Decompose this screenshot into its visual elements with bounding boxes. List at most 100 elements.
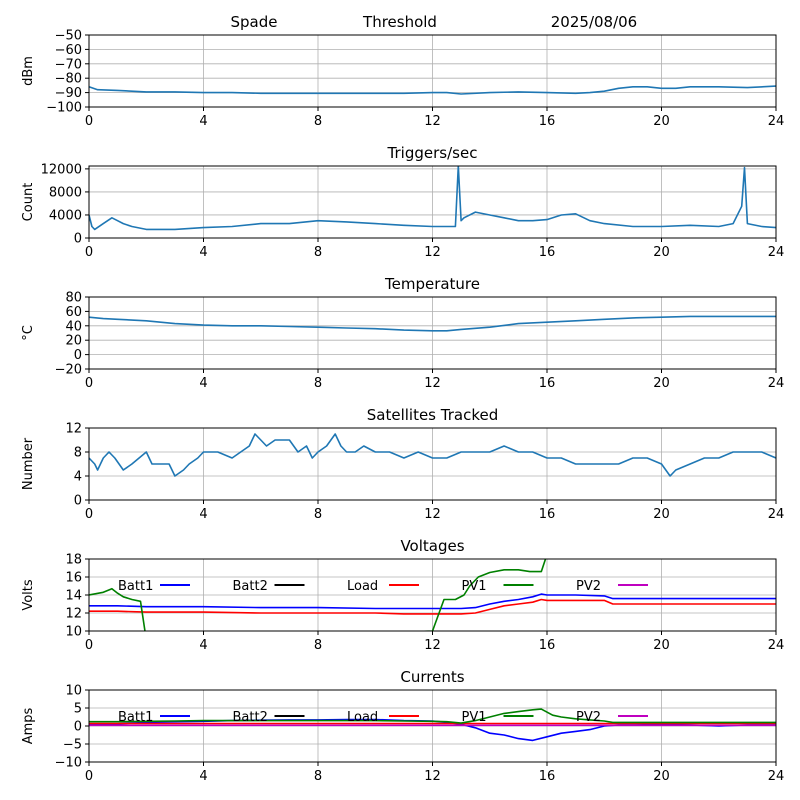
x-tick-label: 4 (199, 507, 207, 522)
y-tick-label: 8000 (49, 185, 82, 200)
x-tick-label: 0 (85, 507, 93, 522)
x-tick-label: 4 (199, 114, 207, 129)
chart-title: Voltages (400, 537, 464, 555)
y-axis-label: Amps (21, 707, 36, 744)
x-tick-label: 20 (653, 376, 670, 391)
x-tick-label: 12 (424, 114, 441, 129)
x-tick-label: 24 (768, 507, 785, 522)
x-tick-label: 16 (539, 769, 556, 784)
x-tick-label: 4 (199, 638, 207, 653)
y-tick-label: −80 (55, 72, 82, 87)
y-tick-label: 18 (65, 553, 82, 568)
legend-label-batt1: Batt1 (118, 710, 153, 725)
series-line-main (89, 433, 776, 477)
x-tick-label: 16 (539, 638, 556, 653)
x-tick-label: 0 (85, 769, 93, 784)
y-tick-label: −20 (55, 363, 82, 378)
y-tick-label: 4000 (49, 208, 82, 223)
series-line-pv1 (89, 708, 776, 724)
x-tick-label: 16 (539, 507, 556, 522)
y-tick-label: 0 (74, 348, 82, 363)
x-tick-label: 24 (768, 245, 785, 260)
y-tick-label: 10 (65, 625, 82, 640)
x-tick-label: 8 (314, 507, 322, 522)
y-tick-label: 0 (74, 720, 82, 735)
y-tick-label: 10 (65, 684, 82, 699)
y-tick-label: 16 (65, 571, 82, 586)
y-tick-label: −100 (46, 101, 82, 116)
y-tick-label: −50 (55, 29, 82, 44)
x-tick-label: 12 (424, 245, 441, 260)
x-tick-label: 20 (653, 245, 670, 260)
y-tick-label: 12 (65, 607, 82, 622)
panel-4: 0 4 8 12 16 20 24 0 4 8 12 Satellites Tracked Number (21, 406, 784, 522)
panel-5: 0 4 8 12 16 20 24 10 12 14 16 18 Voltages Volts Batt1 B… (21, 537, 784, 653)
x-tick-label: 0 (85, 638, 93, 653)
x-tick-label: 16 (539, 114, 556, 129)
x-tick-label: 12 (424, 769, 441, 784)
y-tick-label: −10 (55, 756, 82, 771)
x-tick-label: 4 (199, 376, 207, 391)
y-tick-label: 80 (65, 291, 82, 306)
x-tick-label: 24 (768, 769, 785, 784)
legend-label-pv2: PV2 (576, 710, 601, 725)
panel-6: 0 4 8 12 16 20 24 −10 −5 0 5 10 Currents Amps Batt1 Bat… (21, 668, 784, 784)
y-tick-label: 12000 (41, 162, 82, 177)
legend-label-load: Load (347, 710, 378, 725)
legend-label-batt2: Batt2 (233, 710, 268, 725)
plot-area (89, 433, 776, 477)
x-tick-label: 8 (314, 769, 322, 784)
y-tick-label: 8 (74, 446, 82, 461)
y-tick-label: 0 (74, 232, 82, 247)
x-tick-label: 12 (424, 376, 441, 391)
x-tick-label: 8 (314, 638, 322, 653)
y-axis-label: Number (21, 437, 36, 490)
header-mode: Threshold (362, 13, 437, 31)
x-tick-label: 20 (653, 769, 670, 784)
panel-1: 0 4 8 12 16 20 24 −100−90−80−70−60−50 dBm (21, 29, 784, 130)
series-line-batt1 (89, 593, 776, 610)
series-line-pv1 (89, 559, 547, 631)
x-tick-label: 12 (424, 638, 441, 653)
y-tick-label: 4 (74, 470, 82, 485)
x-tick-label: 24 (768, 376, 785, 391)
y-tick-label: 20 (65, 334, 82, 349)
chart-title: Currents (400, 668, 464, 686)
x-tick-label: 0 (85, 114, 93, 129)
panel-2: 0 4 8 12 16 20 24 0 4000 8000 12000 Triggers/sec Cou… (21, 144, 784, 260)
x-tick-label: 24 (768, 114, 785, 129)
y-tick-label: −70 (55, 57, 82, 72)
x-tick-label: 20 (653, 114, 670, 129)
y-axis-label: °C (21, 325, 36, 341)
x-tick-label: 4 (199, 245, 207, 260)
y-axis-label: Count (21, 183, 36, 222)
y-axis-label: Volts (21, 579, 36, 611)
series-line-load (89, 598, 776, 615)
x-tick-label: 16 (539, 245, 556, 260)
y-tick-label: −5 (63, 738, 82, 753)
x-tick-label: 0 (85, 376, 93, 391)
y-tick-label: 60 (65, 305, 82, 320)
series-line-main (89, 166, 776, 231)
chart-title: Satellites Tracked (367, 406, 498, 424)
x-tick-label: 12 (424, 507, 441, 522)
plot-area (89, 559, 776, 631)
x-tick-label: 20 (653, 638, 670, 653)
x-tick-label: 8 (314, 114, 322, 129)
legend-label-pv1: PV1 (462, 579, 487, 594)
y-tick-label: 5 (74, 702, 82, 717)
y-tick-label: 12 (65, 422, 82, 437)
y-axis-label: dBm (21, 56, 36, 86)
y-tick-label: 0 (74, 494, 82, 509)
y-tick-label: −90 (55, 86, 82, 101)
header-date: 2025/08/06 (551, 13, 637, 31)
legend-label-load: Load (347, 579, 378, 594)
legend-label-batt1: Batt1 (118, 579, 153, 594)
legend-label-pv2: PV2 (576, 579, 601, 594)
header-station: Spade (231, 13, 278, 31)
series-line-main (89, 85, 776, 95)
plot-area (89, 85, 776, 95)
